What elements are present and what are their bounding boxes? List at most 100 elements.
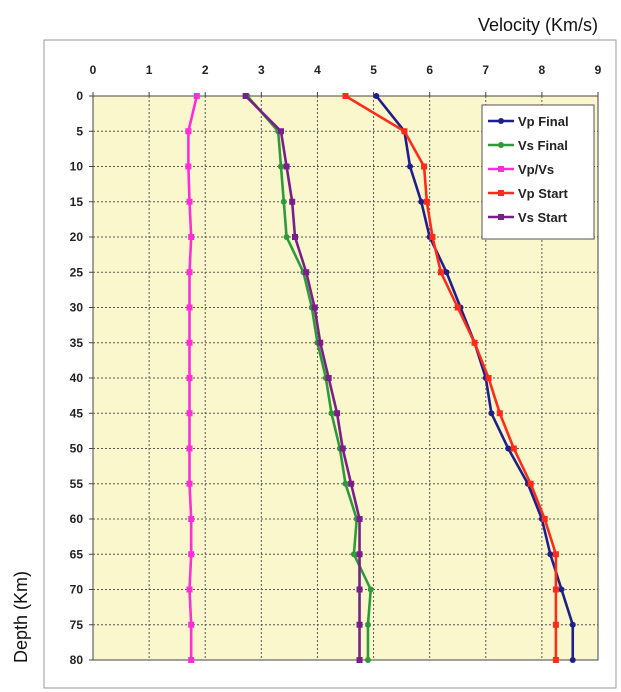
point-vs-start [283,163,290,170]
x-tick-label-7: 7 [482,63,489,77]
point-vp-vs [185,163,192,170]
point-vp-start [342,93,349,99]
point-vp-vs [186,304,193,311]
y-tick-label-25: 25 [70,265,84,279]
point-vp-start [496,410,503,417]
y-tick-label-30: 30 [70,301,84,315]
legend-swatch-marker-vp-final [498,118,504,124]
x-tick-label-3: 3 [258,63,265,77]
y-tick-label-0: 0 [76,89,83,103]
point-vp-start [552,586,559,593]
y-tick-label-65: 65 [70,547,84,561]
point-vp-vs [188,234,195,240]
point-vp-vs [188,516,195,522]
y-tick-label-40: 40 [70,371,84,385]
point-vp-start [541,516,548,522]
y-tick-label-10: 10 [70,160,84,174]
legend-label-vp-start: Vp Start [518,186,569,201]
legend-swatch-marker-vp-start [498,190,504,196]
point-vs-start [356,657,363,663]
point-vp-final [443,269,450,276]
x-tick-label-1: 1 [146,63,153,77]
point-vp-final [407,163,414,170]
point-vs-start [356,516,363,522]
x-tick-label-0: 0 [90,63,97,77]
point-vp-vs [185,128,192,135]
point-vs-start [289,198,296,205]
legend-label-vp-vs: Vp/Vs [518,162,554,177]
point-vp-vs [186,198,193,205]
legend-swatch-marker-vs-start [498,214,504,220]
point-vs-final [350,551,357,558]
y-tick-label-45: 45 [70,406,84,420]
point-vs-final [283,234,290,240]
point-vs-start [348,480,355,487]
x-tick-label-5: 5 [370,63,377,77]
point-vp-final [373,93,380,99]
point-vs-final [367,586,374,593]
point-vs-start [356,551,363,558]
y-tick-label-35: 35 [70,336,84,350]
point-vp-final [505,445,512,452]
y-tick-label-15: 15 [70,195,84,209]
point-vs-final [277,163,284,170]
point-vs-final [342,480,349,487]
legend-swatch-marker-vs-final [498,142,504,148]
legend-swatch-marker-vp-vs [498,166,504,172]
tick-labels: 0 1 2 3 4 5 6 7 8 9051015202530354045505560657075… [70,63,602,667]
legend-label-vs-final: Vs Final [518,138,568,153]
x-tick-label-9: 9 [595,63,602,77]
point-vp-final [547,551,554,558]
point-vp-start [429,234,436,240]
point-vs-final [364,657,371,663]
y-tick-label-5: 5 [76,124,83,138]
y-tick-label-75: 75 [70,618,84,632]
legend-label-vs-start: Vs Start [518,210,568,225]
point-vp-final [569,657,576,663]
point-vs-final [328,410,335,417]
x-tick-label-8: 8 [539,63,546,77]
point-vp-vs [186,480,193,487]
point-vs-start [325,375,332,381]
point-vp-start [552,551,559,558]
y-tick-label-20: 20 [70,230,84,244]
x-axis-title: Velocity (Km/s) [478,15,598,35]
point-vp-vs [186,339,193,346]
point-vp-vs [186,445,193,452]
point-vs-start [339,445,346,452]
point-vp-start [454,304,461,311]
point-vp-final [569,621,576,628]
x-tick-label-6: 6 [426,63,433,77]
point-vp-start [437,269,444,276]
y-tick-label-80: 80 [70,653,84,667]
point-vp-vs [186,410,193,417]
point-vs-start [311,304,318,311]
point-vp-start [510,445,517,452]
point-vs-start [317,339,324,346]
point-vs-start [356,621,363,628]
point-vp-start [423,198,430,205]
y-tick-label-60: 60 [70,512,84,526]
point-vp-start [552,657,559,663]
legend: Vp Final Vs Final Vp/Vs Vp Start Vs Start [481,104,595,240]
point-vp-vs [188,551,195,558]
point-vs-start [277,128,284,135]
point-vp-vs [186,269,193,276]
point-vp-final [488,410,495,417]
point-vs-start [292,234,298,240]
point-vs-final [364,621,371,628]
legend-label-vp-final: Vp Final [518,114,569,129]
point-vp-start [527,480,534,487]
series-lines [185,93,576,663]
x-tick-label-2: 2 [202,63,209,77]
point-vs-start [242,93,249,99]
point-vp-vs [186,375,193,381]
x-tick-label-4: 4 [314,63,321,77]
point-vp-start [471,339,478,346]
point-vp-vs [186,586,193,593]
point-vp-start [485,375,492,381]
point-vs-start [334,410,341,417]
point-vp-start [401,128,408,135]
